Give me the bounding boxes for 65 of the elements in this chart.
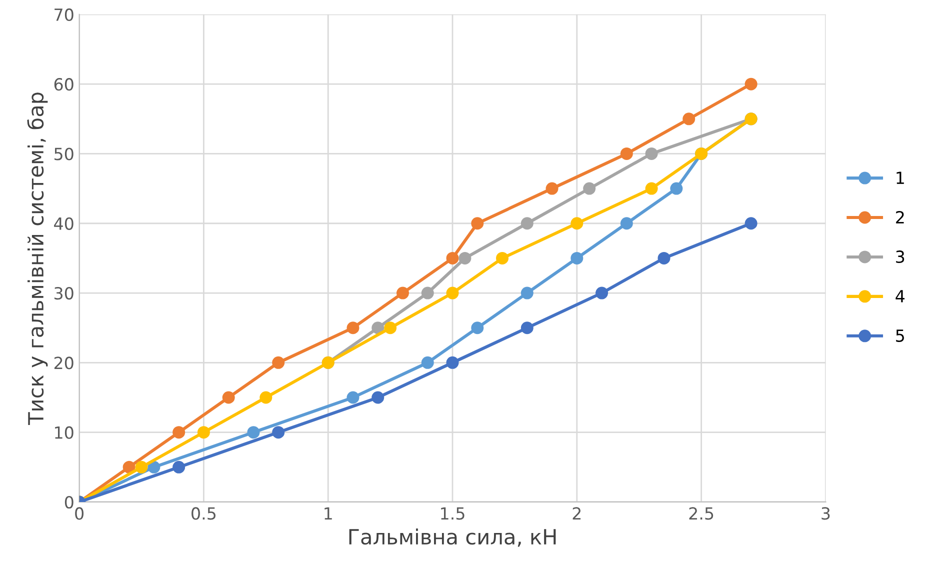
point [645, 147, 658, 160]
point [620, 147, 633, 160]
y-tick-label: 30 [54, 286, 74, 300]
y-tick-label: 40 [54, 217, 74, 230]
point [384, 322, 397, 334]
point [520, 286, 534, 300]
point [744, 217, 758, 230]
point [570, 252, 584, 264]
point [247, 426, 260, 439]
point [172, 426, 186, 439]
point [520, 322, 534, 334]
y-tick-label: 70 [54, 8, 74, 21]
legend-label: 4 [896, 290, 905, 302]
point [744, 78, 758, 90]
point [197, 426, 210, 439]
point [682, 112, 696, 126]
x-tick-label: 1.5 [441, 507, 464, 520]
point [421, 356, 434, 369]
point [260, 391, 272, 404]
point [172, 460, 186, 474]
point [122, 460, 136, 474]
point [471, 217, 484, 230]
x-axis-title: Гальмівна сила, кН [349, 528, 556, 547]
point [272, 356, 285, 369]
point [570, 217, 584, 230]
x-tick-label: 1 [324, 507, 332, 520]
y-tick-label: 20 [54, 356, 74, 370]
point [222, 391, 235, 404]
point [620, 217, 633, 230]
point [446, 356, 459, 369]
point [396, 286, 409, 300]
x-tick-label: 2 [572, 507, 581, 520]
point [135, 460, 148, 474]
legend-label: 1 [896, 172, 904, 184]
point [520, 217, 534, 230]
point [458, 252, 472, 264]
point [596, 286, 608, 300]
point [346, 391, 360, 404]
point [446, 252, 459, 264]
y-axis-title: Тиск у гальмівній системі, бар [27, 92, 48, 426]
point [583, 182, 596, 195]
point [148, 460, 160, 474]
point [546, 182, 558, 195]
point [645, 182, 658, 195]
x-tick-label: 0 [75, 507, 84, 520]
point [272, 426, 285, 439]
y-tick-label: 0 [64, 496, 74, 509]
x-tick-label: 3 [822, 507, 830, 520]
y-tick-label: 10 [55, 426, 74, 439]
point [446, 286, 459, 300]
point [496, 252, 509, 264]
legend-label: 2 [896, 210, 904, 224]
point [471, 322, 484, 334]
point [372, 391, 384, 404]
legend-label: 5 [896, 330, 904, 342]
y-tick-label: 60 [54, 78, 74, 91]
x-tick-label: 2.5 [689, 507, 714, 520]
x-tick-label: 0.5 [192, 507, 216, 520]
legend-label: 3 [896, 250, 904, 264]
point [421, 286, 434, 300]
point [346, 322, 360, 334]
point [372, 322, 384, 334]
point [658, 252, 670, 264]
point [670, 182, 683, 195]
y-tick-label: 50 [54, 148, 74, 160]
